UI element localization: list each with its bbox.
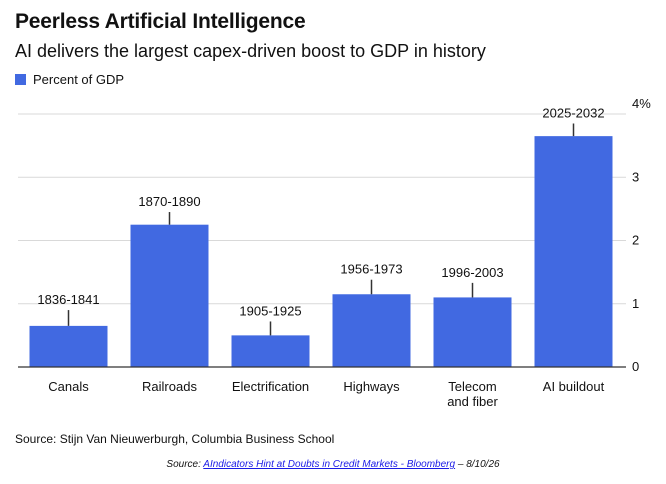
y-tick-label: 3 — [632, 169, 639, 184]
x-tick-label: Railroads — [142, 379, 197, 394]
chart-subtitle: AI delivers the largest capex-driven boo… — [15, 41, 486, 61]
bar — [433, 297, 512, 367]
x-tick-label: Telecom — [448, 379, 496, 394]
period-label: 1836-1841 — [37, 292, 99, 307]
x-tick-label: Highways — [343, 379, 400, 394]
credit-suffix: – 8/10/26 — [455, 459, 500, 470]
period-label: 1905-1925 — [239, 303, 301, 318]
period-label: 1870-1890 — [138, 194, 200, 209]
legend-label: Percent of GDP — [33, 72, 125, 87]
legend-swatch — [15, 74, 26, 85]
legend: Percent of GDP — [15, 72, 124, 87]
x-tick-label: and fiber — [447, 394, 498, 409]
y-tick-label: 4% — [632, 96, 651, 111]
bar — [231, 335, 310, 367]
bar-chart: 0 1 2 3 4% 1836-1841 Canals 1870-1890 Railroads 1… — [18, 96, 651, 409]
source-note: Source: Stijn Van Nieuwerburgh, Columbia… — [15, 432, 335, 446]
period-label: 2025-2032 — [542, 105, 604, 120]
x-tick-label: Canals — [48, 379, 89, 394]
y-tick-label: 1 — [632, 296, 639, 311]
bar — [130, 224, 209, 367]
credit-line: Source: AIndicators Hint at Doubts in Cr… — [0, 459, 666, 470]
y-tick-label: 0 — [632, 359, 639, 374]
period-label: 1996-2003 — [441, 265, 503, 280]
period-label: 1956-1973 — [340, 262, 402, 277]
credit-prefix: Source: — [166, 459, 204, 470]
x-tick-label: AI buildout — [543, 379, 605, 394]
y-tick-label: 2 — [632, 233, 639, 248]
x-tick-label: Electrification — [232, 379, 309, 394]
bar — [534, 136, 613, 367]
bar — [29, 325, 108, 367]
chart-title: Peerless Artificial Intelligence — [15, 10, 306, 33]
bar — [332, 294, 411, 367]
article-link[interactable]: AIndicators Hint at Doubts in Credit Mar… — [203, 459, 456, 470]
